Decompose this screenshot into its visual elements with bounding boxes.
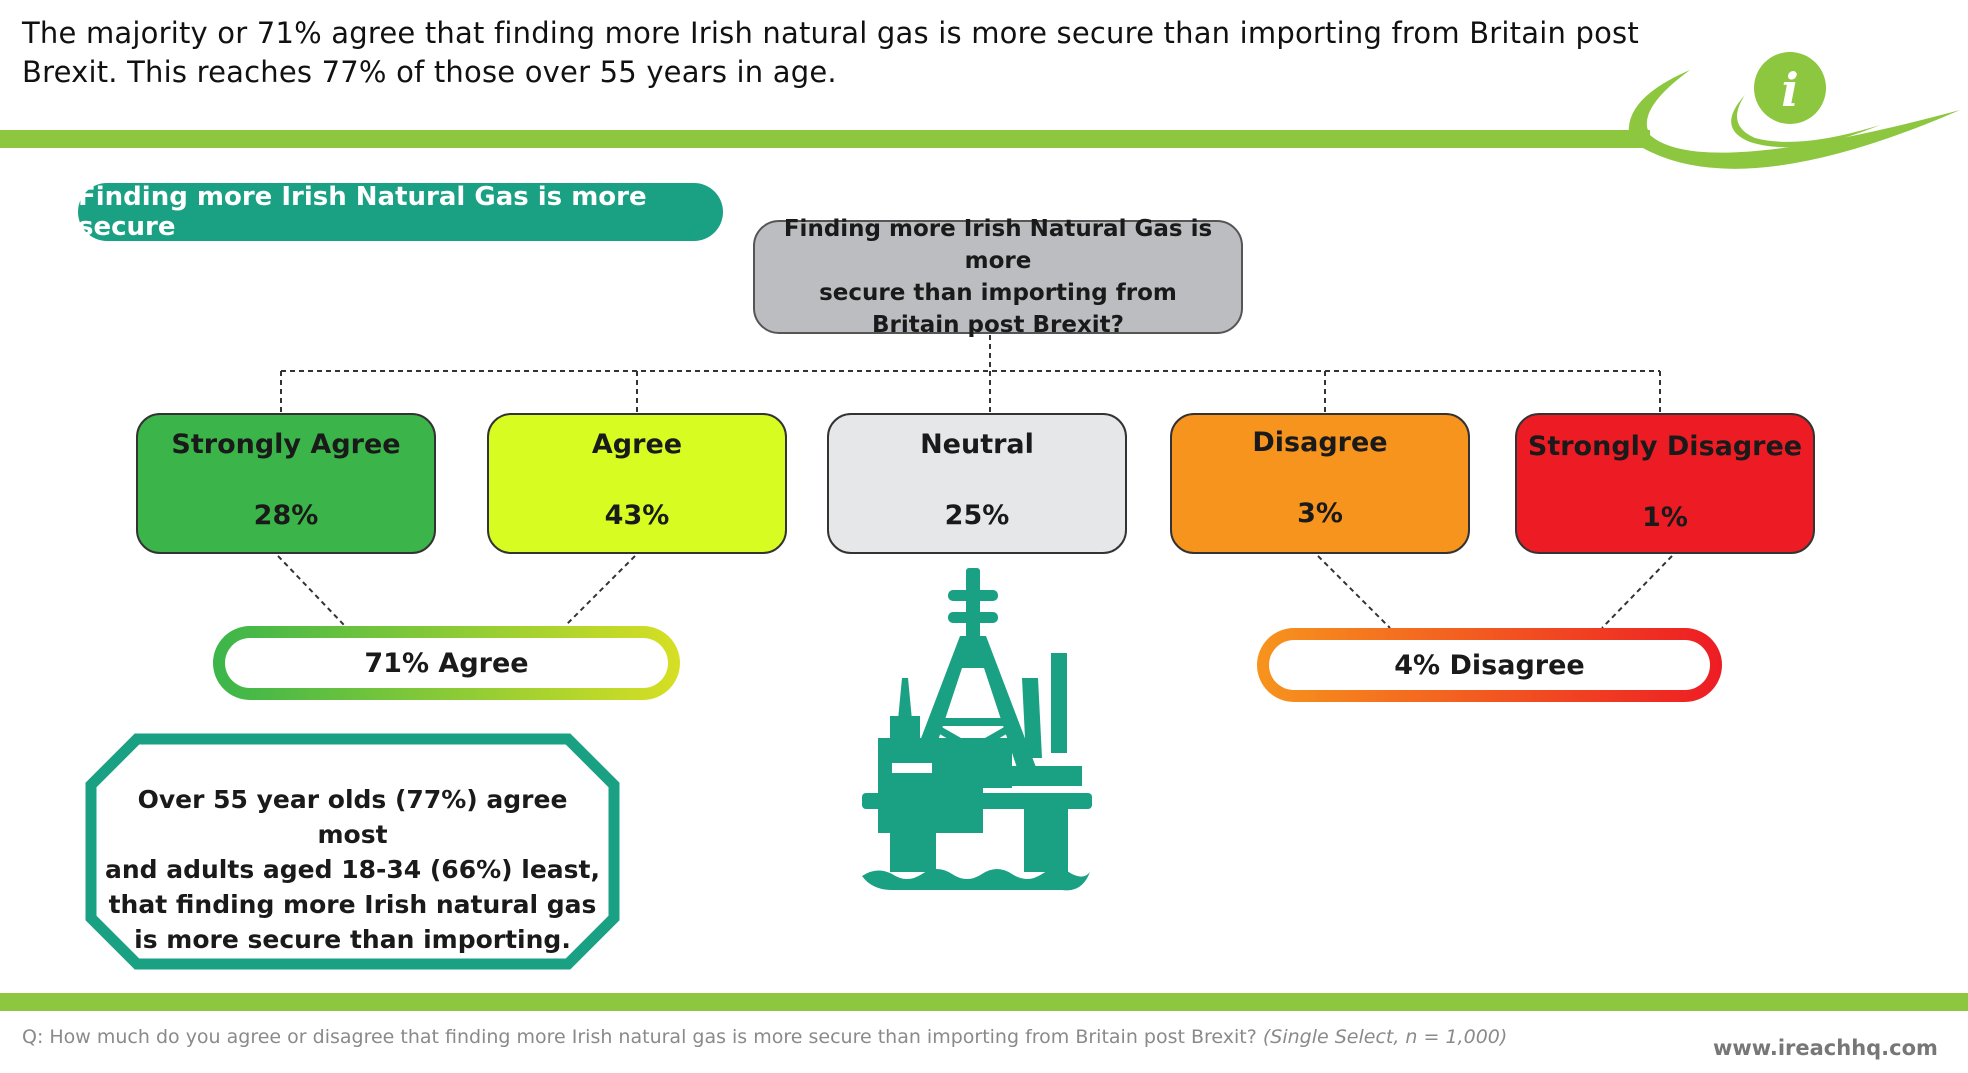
headline-line-1: The majority or 71% agree that finding m…	[22, 16, 1639, 50]
response-agree: Agree 43%	[487, 413, 787, 554]
question-line-2: secure than importing from	[819, 280, 1177, 306]
response-value: 3%	[1297, 498, 1343, 529]
response-label: Disagree	[1252, 427, 1388, 458]
svg-text:i: i	[1781, 63, 1798, 117]
bottom-divider-bar	[0, 993, 1968, 1011]
response-strongly-disagree: Strongly Disagree 1%	[1515, 413, 1815, 554]
response-strongly-agree: Strongly Agree 28%	[136, 413, 436, 554]
headline-line-2: Brexit. This reaches 77% of those over 5…	[22, 55, 837, 89]
footer-question-text: Q: How much do you agree or disagree tha…	[22, 1026, 1257, 1048]
top-divider-bar	[0, 130, 1640, 148]
insight-line-2: and adults aged 18-34 (66%) least,	[104, 855, 601, 884]
question-box: Finding more Irish Natural Gas is more s…	[753, 216, 1243, 338]
response-label: Strongly Disagree	[1527, 431, 1803, 462]
response-label: Strongly Agree	[171, 429, 401, 460]
oil-rig-icon	[862, 568, 1092, 891]
footer-sample-note: (Single Select, n = 1,000)	[1262, 1026, 1508, 1048]
summary-agree-pill: 71% Agree	[213, 626, 680, 700]
response-neutral: Neutral 25%	[827, 413, 1127, 554]
section-title-label: Finding more Irish Natural Gas is more s…	[78, 182, 647, 242]
insight-line-3: that finding more Irish natural gas	[108, 890, 597, 919]
response-value: 43%	[604, 500, 670, 531]
info-logo-icon: i	[1610, 52, 1960, 169]
insight-text: Over 55 year olds (77%) agree most and a…	[100, 782, 605, 957]
response-label: Neutral	[920, 429, 1034, 460]
response-value: 1%	[1642, 502, 1688, 533]
question-line-3: Britain post Brexit?	[871, 312, 1125, 338]
insight-line-1: Over 55 year olds (77%) agree most	[137, 785, 568, 849]
response-value: 28%	[253, 500, 319, 531]
response-disagree: Disagree 3%	[1170, 413, 1470, 554]
section-title-pill: Finding more Irish Natural Gas is more s…	[78, 182, 723, 242]
summary-disagree-pill: 4% Disagree	[1257, 628, 1722, 702]
footer-question: Q: How much do you agree or disagree tha…	[22, 1026, 1507, 1048]
response-value: 25%	[944, 500, 1010, 531]
insight-line-4: is more secure than importing.	[134, 925, 571, 954]
footer-website-link[interactable]: www.ireachhq.com	[1713, 1036, 1938, 1060]
question-line-1: Finding more Irish Natural Gas is more	[783, 216, 1213, 274]
summary-agree-label: 71% Agree	[364, 647, 529, 679]
response-label: Agree	[591, 429, 683, 460]
insight-octagon-frame	[85, 733, 620, 970]
summary-disagree-label: 4% Disagree	[1394, 649, 1585, 681]
headline: The majority or 71% agree that finding m…	[22, 14, 1642, 92]
